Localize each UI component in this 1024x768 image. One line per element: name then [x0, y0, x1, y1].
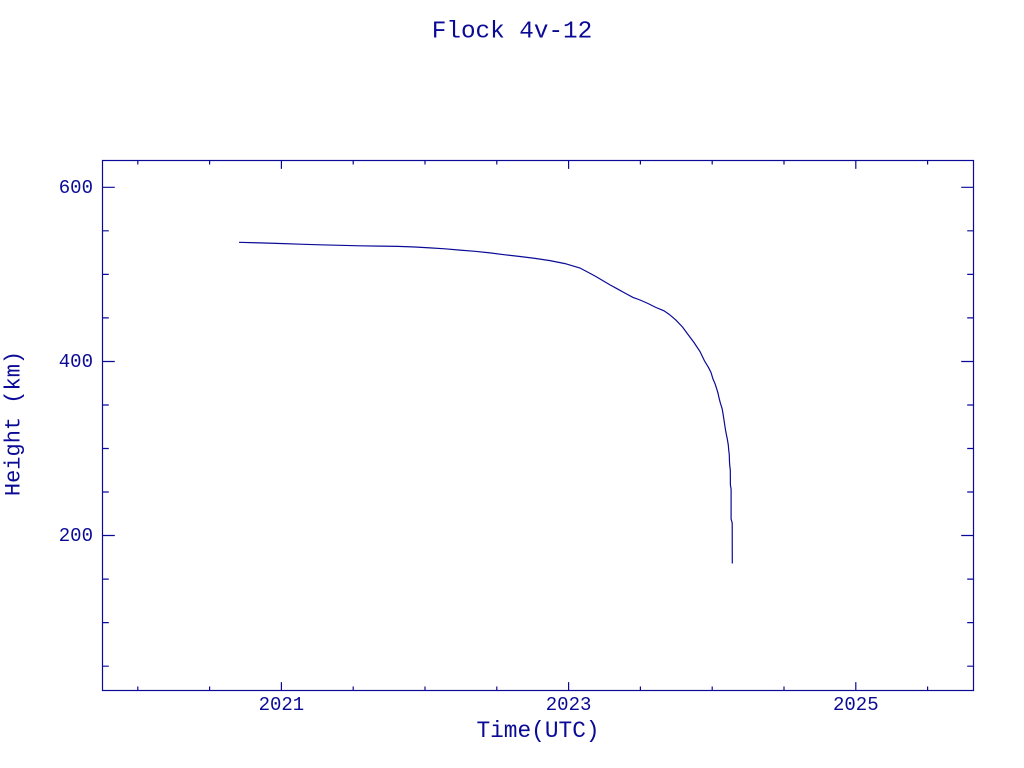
svg-text:Flock 4v-12: Flock 4v-12 [432, 19, 592, 46]
svg-text:2021: 2021 [259, 694, 305, 716]
svg-text:600: 600 [59, 177, 93, 199]
svg-text:Time(UTC): Time(UTC) [476, 718, 599, 744]
svg-text:Height (km): Height (km) [2, 351, 27, 496]
svg-text:400: 400 [59, 351, 93, 373]
svg-text:2023: 2023 [546, 694, 592, 716]
svg-text:200: 200 [59, 525, 93, 547]
svg-text:2025: 2025 [833, 694, 879, 716]
